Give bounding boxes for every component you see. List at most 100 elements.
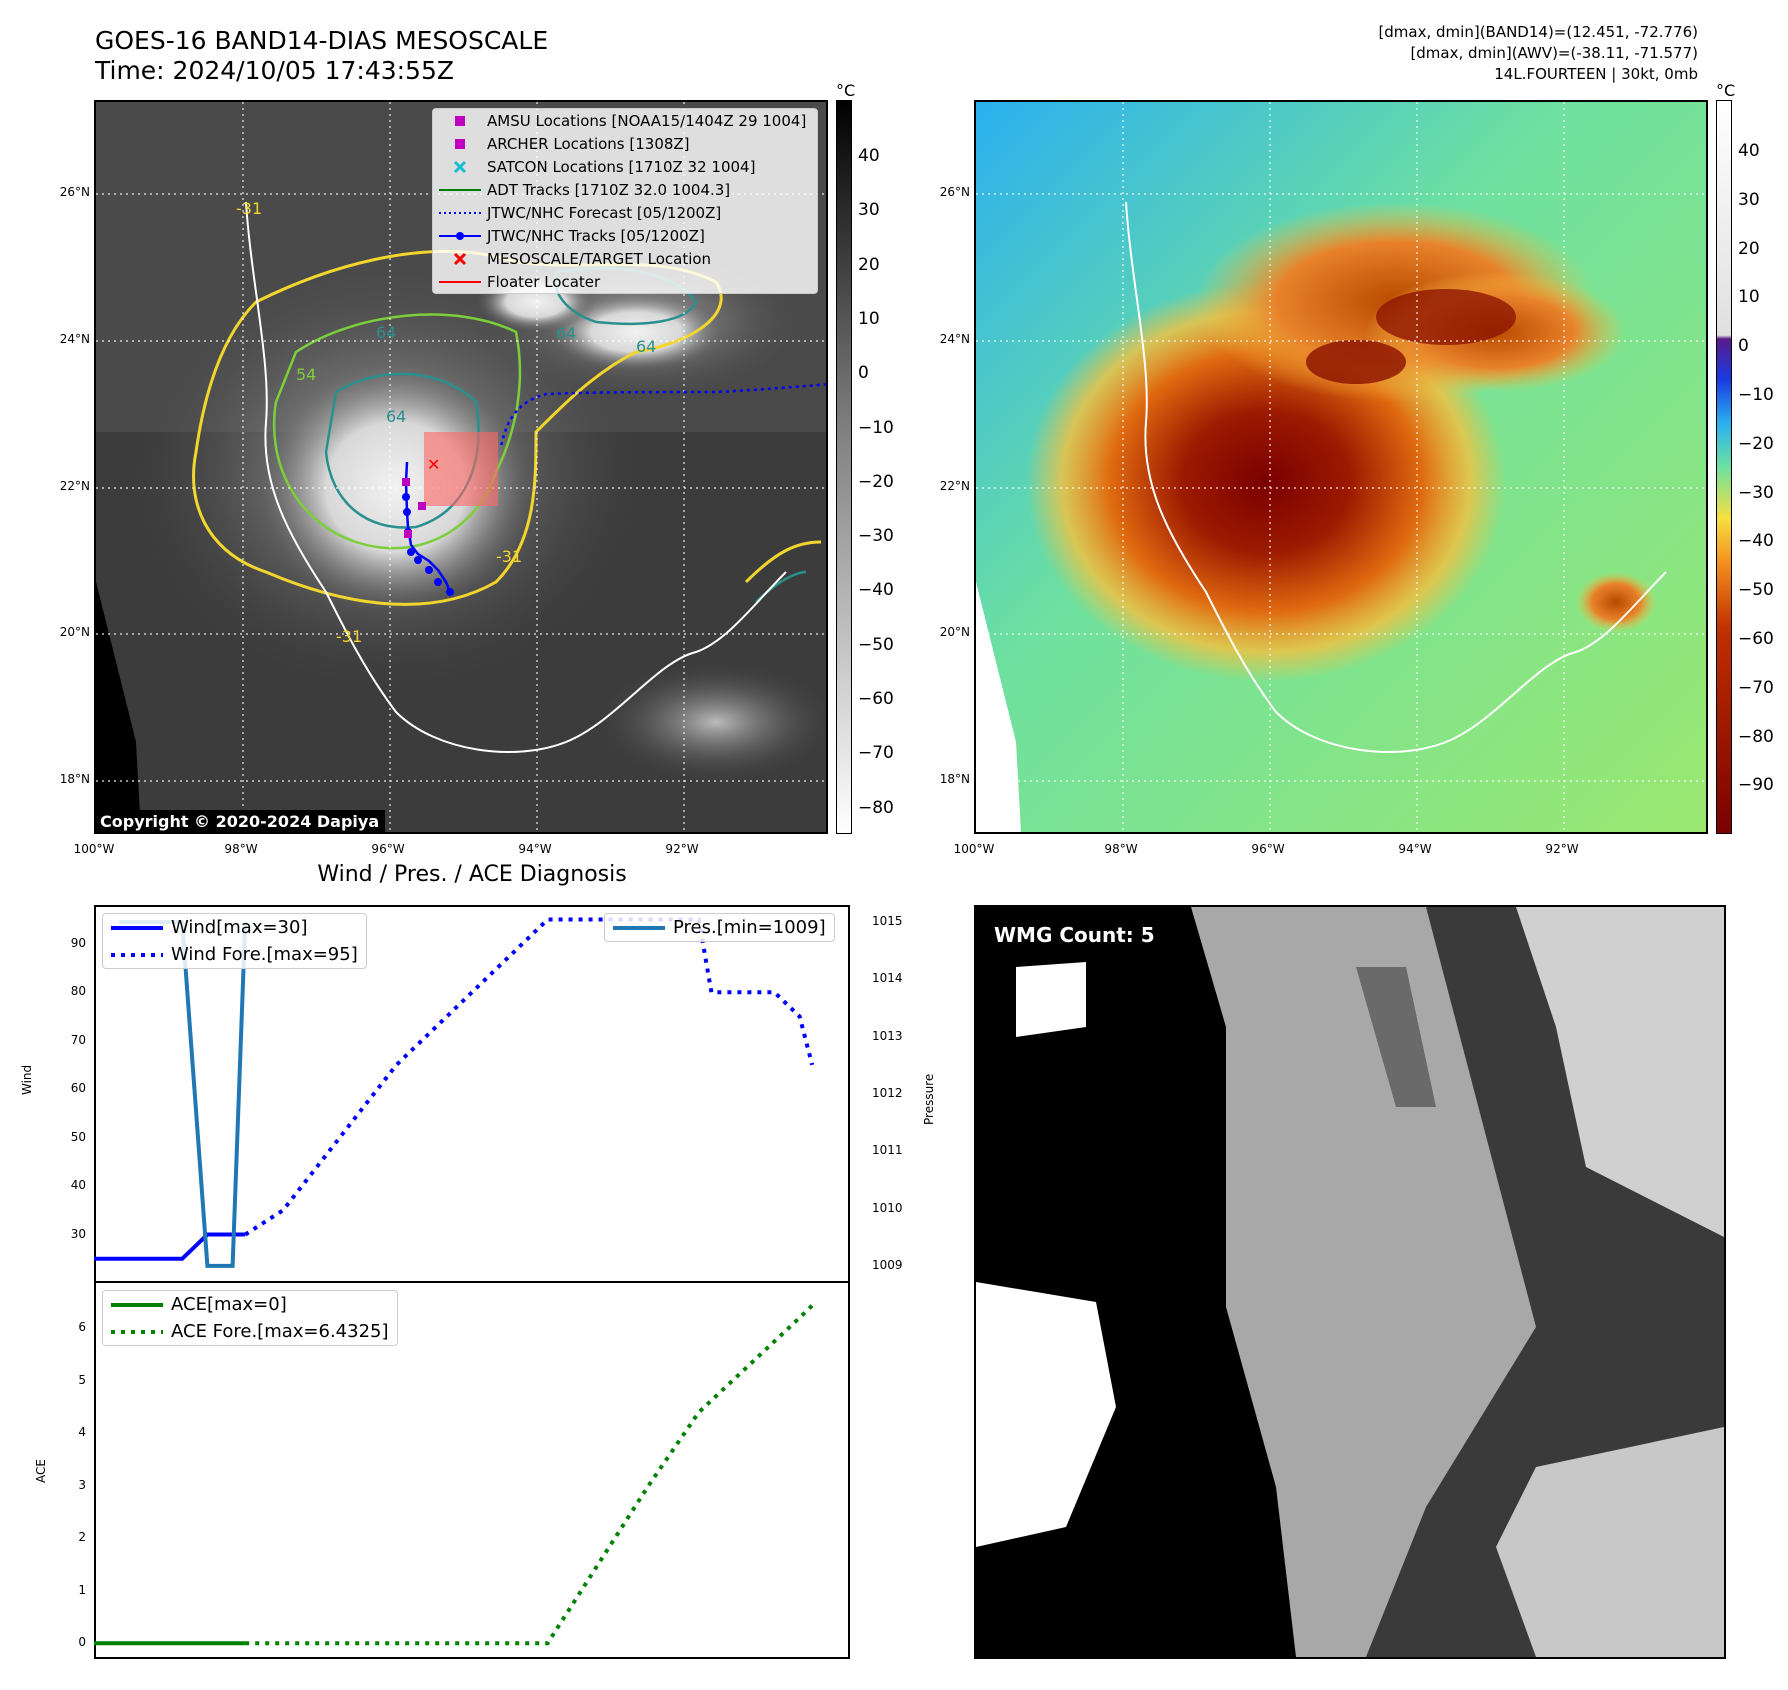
y-tick-label: 4 — [78, 1425, 86, 1440]
y-right-tick-label: 1009 — [872, 1257, 903, 1272]
ace-axis-label: ACE — [34, 1459, 48, 1483]
lon-tick-label: 98°W — [1104, 842, 1138, 856]
legend-item: ADT Tracks [1710Z 32.0 1004.3] — [433, 178, 817, 201]
colorbar-right-tick: −60 — [1738, 629, 1774, 649]
floater-box — [424, 432, 498, 506]
contour-label: 64 — [636, 337, 656, 356]
forecast-track — [499, 383, 826, 448]
colorbar-right-tick: 20 — [1738, 238, 1760, 259]
y-tick-label: 3 — [78, 1477, 86, 1492]
colorbar-right-tick: −90 — [1738, 775, 1774, 796]
legend-item: SATCON Locations [1710Z 32 1004] — [433, 155, 817, 178]
y-right-tick-label: 1015 — [872, 914, 903, 929]
contour-label: 64 — [376, 323, 396, 342]
lon-tick-label: 96°W — [371, 842, 405, 856]
legend-item: AMSU Locations [NOAA15/1404Z 29 1004] — [433, 109, 817, 132]
wind-forecast-legend-label: Wind Fore.[max=95] — [171, 944, 358, 965]
y-tick-label: 50 — [70, 1129, 86, 1144]
copyright-badge: Copyright © 2020-2024 Dapiya — [96, 810, 386, 832]
colorbar-left-tick: −50 — [858, 634, 894, 655]
info-awv: [dmax, dmin](AWV)=(-38.11, -71.577) — [1410, 44, 1698, 62]
wind-legend: Wind[max=30] Wind Fore.[max=95] — [102, 913, 367, 969]
y-tick-label: 80 — [70, 984, 86, 999]
contour-label: 64 — [386, 407, 406, 426]
legend-label: ADT Tracks [1710Z 32.0 1004.3] — [487, 180, 731, 199]
legend-label: AMSU Locations [NOAA15/1404Z 29 1004] — [487, 111, 807, 130]
ace-legend: ACE[max=0] ACE Fore.[max=6.4325] — [102, 1290, 398, 1346]
contour-label: 64 — [556, 324, 576, 343]
colorbar-left-tick: −80 — [858, 797, 894, 818]
colorbar-left-tick: 10 — [858, 308, 880, 329]
legend-item: JTWC/NHC Tracks [05/1200Z] — [433, 224, 817, 247]
lon-tick-label: 94°W — [518, 842, 552, 856]
amsu-marker — [402, 478, 410, 486]
contour-label: -31 — [236, 199, 262, 218]
colorbar-right-unit: °C — [1716, 81, 1736, 100]
colorbar-left-tick: 40 — [858, 146, 880, 166]
wmg-panel: WMG Count: 5 — [974, 905, 1726, 1659]
wind-axis-label: Wind — [20, 1064, 34, 1095]
contour-label: 54 — [296, 365, 316, 384]
series-line-pres- — [119, 920, 248, 1268]
lon-tick-label: 92°W — [665, 842, 699, 856]
lat-tick-label: 24°N — [939, 332, 970, 346]
diag-title: Wind / Pres. / ACE Diagnosis — [317, 862, 627, 887]
legend-symbol-icon — [439, 114, 481, 128]
archer-marker — [418, 502, 426, 510]
y-tick-label: 0 — [78, 1635, 86, 1650]
colorbar-left-tick: 30 — [858, 200, 880, 221]
y-tick-label: 30 — [70, 1226, 86, 1241]
y-right-tick-label: 1011 — [872, 1143, 903, 1158]
y-tick-label: 70 — [70, 1032, 86, 1047]
colorbar-left-tick: 20 — [858, 254, 880, 275]
lat-tick-label: 22°N — [59, 479, 90, 493]
pressure-legend: Pres.[min=1009] — [604, 913, 835, 942]
colorbar-right-tick: 30 — [1738, 189, 1760, 210]
legend-symbol-icon — [439, 137, 481, 151]
legend-symbol-icon — [439, 206, 481, 220]
info-band14: [dmax, dmin](BAND14)=(12.451, -72.776) — [1378, 23, 1698, 41]
colorbar-right-tick: 40 — [1738, 141, 1760, 161]
legend-item: JTWC/NHC Forecast [05/1200Z] — [433, 201, 817, 224]
lat-tick-label: 18°N — [939, 772, 970, 786]
wmg-count: WMG Count: 5 — [994, 923, 1155, 947]
y-tick-label: 1 — [78, 1582, 86, 1597]
lat-tick-label: 20°N — [939, 625, 970, 639]
colorbar-right-tick: −80 — [1738, 726, 1774, 747]
colorbar-right-tick: −10 — [1738, 385, 1774, 405]
pressure-legend-label: Pres.[min=1009] — [673, 917, 826, 938]
y-tick-label: 2 — [78, 1530, 86, 1545]
ace-chart — [94, 1304, 814, 1646]
colorbar-left-unit: °C — [836, 81, 856, 100]
y-tick-label: 6 — [78, 1320, 86, 1335]
series-line-wind — [94, 1232, 246, 1261]
legend-item: Floater Locater — [433, 270, 817, 293]
legend-symbol-icon — [439, 252, 481, 266]
lon-tick-label: 98°W — [224, 842, 258, 856]
wmg-image — [976, 907, 1724, 1657]
contour-label: -31 — [336, 627, 362, 646]
contour-label: -31 — [496, 547, 522, 566]
series-line-ace-fore- — [245, 1304, 814, 1646]
legend-label: MESOSCALE/TARGET Location — [487, 249, 712, 268]
legend-symbol-icon — [439, 183, 481, 197]
y-right-tick-label: 1010 — [872, 1200, 903, 1215]
legend-item: MESOSCALE/TARGET Location — [433, 247, 817, 270]
figure-title: GOES-16 BAND14-DIAS MESOSCALE — [95, 26, 549, 55]
colorbar-left — [836, 100, 852, 834]
map-legend: AMSU Locations [NOAA15/1404Z 29 1004] ARC… — [432, 108, 818, 294]
y-tick-label: 90 — [70, 935, 86, 950]
legend-symbol-icon — [439, 275, 481, 289]
lat-tick-label: 22°N — [939, 479, 970, 493]
y-tick-label: 5 — [78, 1372, 86, 1387]
legend-item: ARCHER Locations [1308Z] — [433, 132, 817, 155]
lat-tick-label: 20°N — [59, 625, 90, 639]
lat-tick-label: 24°N — [59, 332, 90, 346]
legend-symbol-icon — [439, 229, 481, 243]
lon-tick-label: 92°W — [1545, 842, 1579, 856]
legend-label: SATCON Locations [1710Z 32 1004] — [487, 157, 756, 176]
colorbar-right — [1716, 100, 1732, 834]
ace-legend-label: ACE[max=0] — [171, 1294, 287, 1315]
legend-label: ARCHER Locations [1308Z] — [487, 134, 690, 153]
legend-symbol-icon — [439, 160, 481, 174]
